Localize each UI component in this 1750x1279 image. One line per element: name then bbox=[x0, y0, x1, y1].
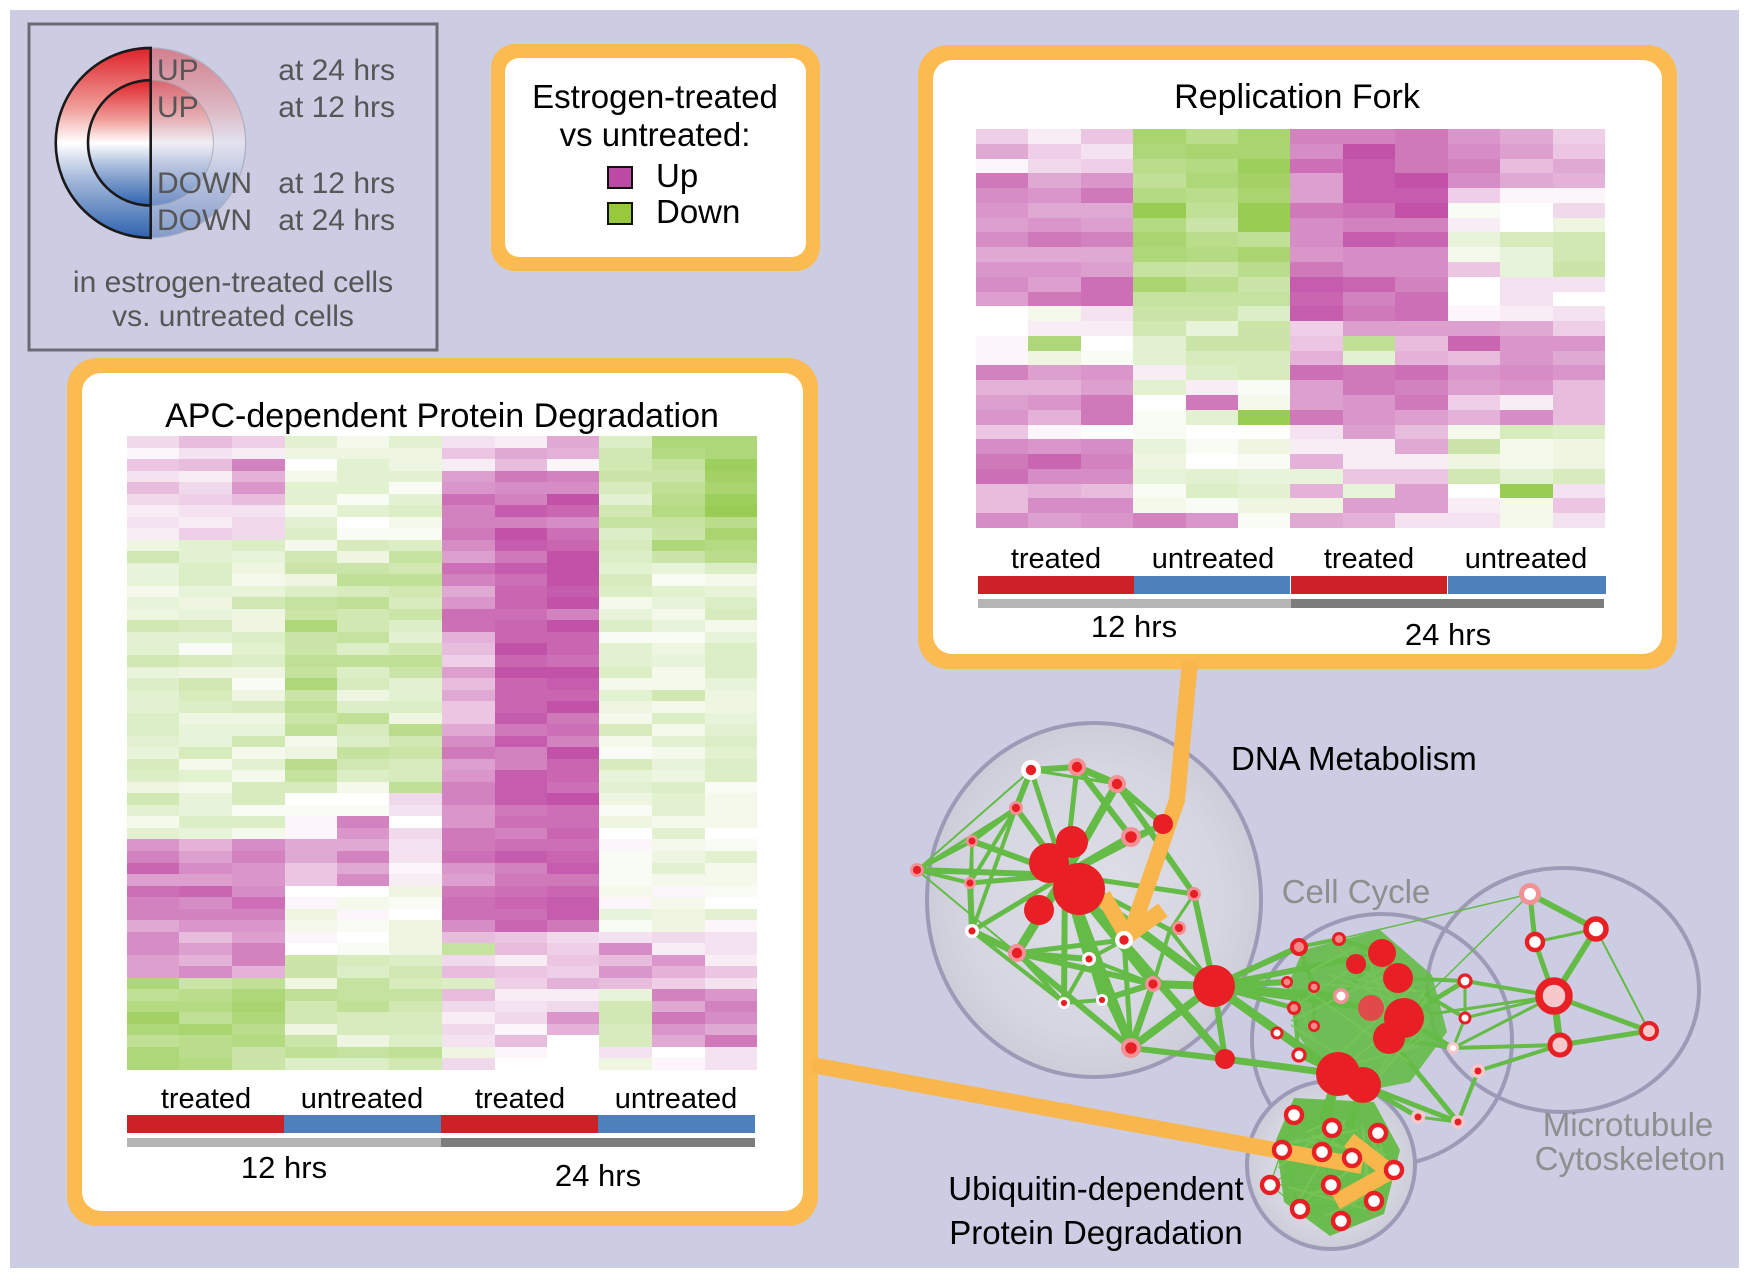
svg-text:DNA Metabolism: DNA Metabolism bbox=[1231, 740, 1477, 777]
svg-text:DOWN: DOWN bbox=[157, 204, 252, 237]
svg-text:vs. untreated cells: vs. untreated cells bbox=[112, 300, 354, 333]
svg-text:Ubiquitin-dependent: Ubiquitin-dependent bbox=[948, 1170, 1243, 1207]
svg-text:in estrogen-treated cells: in estrogen-treated cells bbox=[73, 266, 393, 299]
svg-text:Protein Degradation: Protein Degradation bbox=[949, 1214, 1243, 1251]
svg-text:untreated: untreated bbox=[615, 1083, 738, 1115]
svg-text:untreated: untreated bbox=[301, 1083, 424, 1115]
svg-text:Cell Cycle: Cell Cycle bbox=[1282, 873, 1431, 910]
svg-text:UP: UP bbox=[157, 54, 199, 87]
svg-text:at 12 hrs: at 12 hrs bbox=[278, 167, 395, 200]
svg-text:Up: Up bbox=[656, 157, 698, 194]
svg-text:treated: treated bbox=[1011, 543, 1101, 575]
svg-text:treated: treated bbox=[1324, 543, 1414, 575]
svg-text:12 hrs: 12 hrs bbox=[241, 1150, 327, 1185]
svg-text:Cytoskeleton: Cytoskeleton bbox=[1535, 1140, 1726, 1177]
svg-text:untreated: untreated bbox=[1465, 543, 1588, 575]
svg-text:UP: UP bbox=[157, 91, 199, 124]
svg-text:Microtubule: Microtubule bbox=[1543, 1106, 1714, 1143]
svg-text:12 hrs: 12 hrs bbox=[1091, 609, 1177, 644]
svg-text:24 hrs: 24 hrs bbox=[1405, 617, 1491, 652]
svg-text:untreated: untreated bbox=[1152, 543, 1275, 575]
svg-text:at 24 hrs: at 24 hrs bbox=[278, 54, 395, 87]
svg-text:APC-dependent Protein Degradat: APC-dependent Protein Degradation bbox=[165, 397, 719, 435]
svg-text:Down: Down bbox=[656, 193, 740, 230]
svg-text:treated: treated bbox=[475, 1083, 565, 1115]
svg-text:24 hrs: 24 hrs bbox=[555, 1158, 641, 1193]
svg-text:vs untreated:: vs untreated: bbox=[560, 116, 751, 153]
svg-text:DOWN: DOWN bbox=[157, 167, 252, 200]
svg-text:Replication Fork: Replication Fork bbox=[1174, 78, 1421, 116]
svg-text:Estrogen-treated: Estrogen-treated bbox=[532, 78, 778, 115]
svg-text:treated: treated bbox=[161, 1083, 251, 1115]
svg-text:at 12 hrs: at 12 hrs bbox=[278, 91, 395, 124]
svg-text:at 24 hrs: at 24 hrs bbox=[278, 204, 395, 237]
